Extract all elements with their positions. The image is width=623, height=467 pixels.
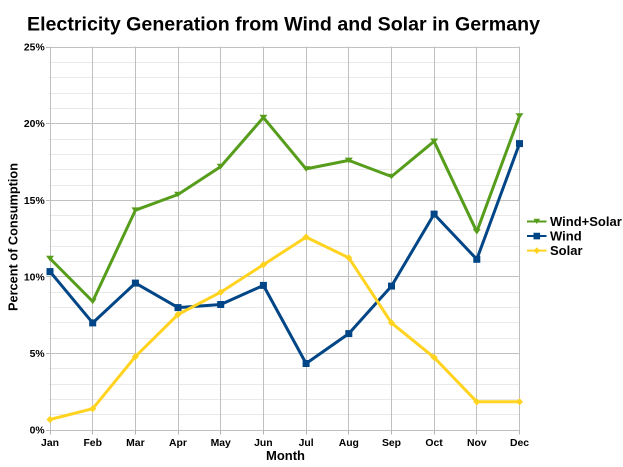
svg-text:Jan: Jan <box>41 438 59 449</box>
svg-text:20%: 20% <box>24 119 45 130</box>
svg-text:Dec: Dec <box>510 438 529 449</box>
svg-text:15%: 15% <box>24 196 45 207</box>
svg-text:May: May <box>211 438 231 449</box>
svg-text:Nov: Nov <box>467 438 487 449</box>
svg-text:Aug: Aug <box>339 438 359 449</box>
svg-text:Feb: Feb <box>83 438 101 449</box>
svg-text:Percent of Consumption: Percent of Consumption <box>5 163 20 311</box>
svg-text:10%: 10% <box>24 272 45 283</box>
svg-text:Solar: Solar <box>550 243 583 258</box>
svg-text:Sep: Sep <box>382 438 401 449</box>
svg-text:Month: Month <box>266 448 305 463</box>
svg-text:5%: 5% <box>30 349 45 360</box>
svg-text:0%: 0% <box>30 426 45 437</box>
svg-text:Oct: Oct <box>425 438 443 449</box>
svg-text:Jul: Jul <box>299 438 314 449</box>
svg-text:Wind+Solar: Wind+Solar <box>550 214 622 229</box>
svg-text:Mar: Mar <box>126 438 144 449</box>
svg-text:Apr: Apr <box>169 438 187 449</box>
svg-text:25%: 25% <box>24 43 45 54</box>
svg-text:Electricity Generation from Wi: Electricity Generation from Wind and Sol… <box>27 14 540 36</box>
svg-text:Jun: Jun <box>254 438 272 449</box>
svg-text:Wind: Wind <box>550 228 582 243</box>
